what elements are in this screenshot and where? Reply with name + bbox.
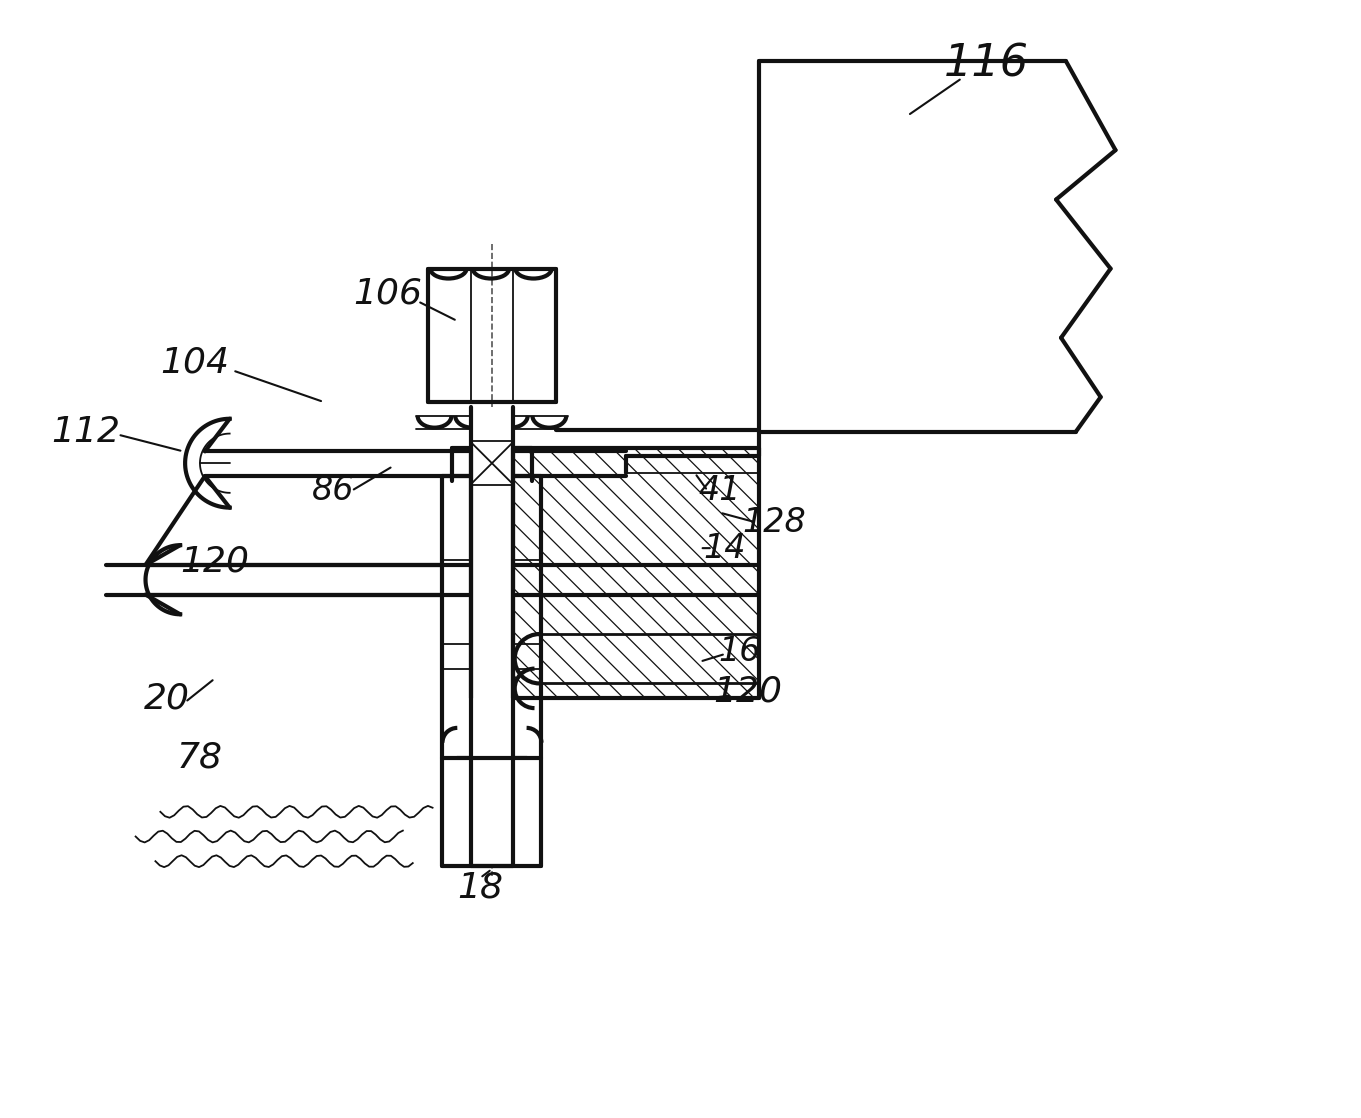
Text: 112: 112 (52, 415, 121, 448)
Text: 78: 78 (177, 740, 223, 775)
Bar (471, 448, 513, 699)
Bar (514, 448, 759, 699)
Bar (445, 758, 539, 866)
Text: 120: 120 (180, 544, 249, 579)
Text: 16: 16 (719, 635, 761, 669)
Text: 86: 86 (312, 474, 355, 508)
Text: 14: 14 (704, 532, 746, 565)
Text: 104: 104 (161, 345, 230, 379)
Text: 41: 41 (698, 474, 740, 508)
Text: 120: 120 (713, 674, 781, 709)
Bar (470, 442, 513, 485)
Text: 128: 128 (742, 506, 806, 539)
Text: 116: 116 (945, 42, 1029, 86)
Text: 18: 18 (457, 871, 504, 904)
Bar (471, 407, 513, 866)
Text: 106: 106 (354, 276, 422, 311)
Text: 20: 20 (144, 681, 191, 716)
